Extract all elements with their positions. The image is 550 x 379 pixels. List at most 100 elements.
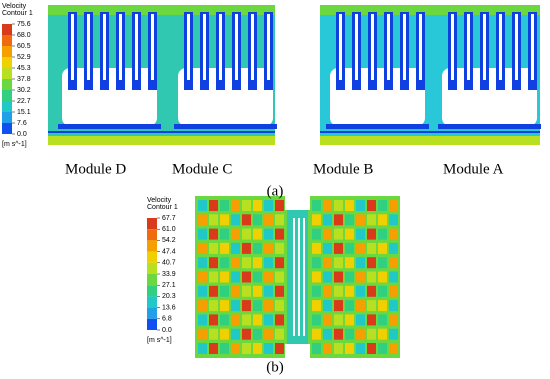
legend-title: Velocity [2, 3, 27, 10]
cell [323, 214, 332, 226]
fin-core [151, 14, 154, 80]
cell [389, 214, 398, 226]
neck [287, 210, 308, 344]
cell [209, 285, 218, 297]
cell [356, 257, 365, 269]
fin-core [387, 14, 390, 80]
cell [220, 343, 229, 354]
cell [198, 300, 207, 312]
cell [231, 343, 240, 354]
fin-core [339, 14, 342, 80]
cell [367, 314, 376, 326]
cell [275, 228, 284, 240]
cell [242, 228, 251, 240]
cell [220, 285, 229, 297]
cell [356, 214, 365, 226]
color-swatch [2, 57, 12, 68]
contour-images [48, 5, 541, 358]
slot [303, 218, 305, 336]
cell [367, 242, 376, 254]
cell [231, 200, 240, 211]
color-swatch [147, 251, 157, 263]
legend-title: Contour 1 [2, 10, 33, 17]
fin-core [515, 14, 518, 80]
legend-tick-label: 33.9 [162, 271, 176, 278]
cell [312, 271, 321, 283]
cell [378, 257, 387, 269]
cell [220, 271, 229, 283]
fin-core [203, 14, 206, 80]
cell [275, 328, 284, 340]
contour-band [320, 136, 540, 145]
cell [389, 271, 398, 283]
color-swatch [147, 296, 157, 308]
cell [378, 314, 387, 326]
cell [323, 257, 332, 269]
color-swatch [147, 285, 157, 297]
legend-tick-label: 15.1 [17, 109, 31, 116]
cell [389, 200, 398, 211]
cell [323, 328, 332, 340]
cell [242, 328, 251, 340]
cell [345, 214, 354, 226]
cell [367, 228, 376, 240]
slot [293, 218, 295, 336]
contour-band [48, 5, 275, 15]
cell [264, 271, 273, 283]
cell [253, 314, 262, 326]
cell [220, 257, 229, 269]
cell [323, 242, 332, 254]
fin-core [87, 14, 90, 80]
cell [389, 228, 398, 240]
cell [220, 314, 229, 326]
cell [264, 242, 273, 254]
cell [231, 228, 240, 240]
color-swatch [147, 307, 157, 319]
cell [198, 214, 207, 226]
color-swatch [147, 262, 157, 274]
legend-tick-label: 68.0 [17, 32, 31, 39]
cell [323, 271, 332, 283]
fin-core [135, 14, 138, 80]
cell [334, 200, 343, 211]
cell [389, 285, 398, 297]
cell [378, 328, 387, 340]
cell [253, 271, 262, 283]
cell [264, 314, 273, 326]
cell [334, 257, 343, 269]
cell [389, 300, 398, 312]
legend-unit: [m s^-1] [2, 141, 27, 148]
fin-core [187, 14, 190, 80]
fin-core [499, 14, 502, 80]
gap [285, 344, 310, 358]
cell [389, 328, 398, 340]
cell [312, 214, 321, 226]
cell [378, 214, 387, 226]
cell [242, 271, 251, 283]
cell [198, 285, 207, 297]
cell [367, 200, 376, 211]
legend-tick-label: 52.9 [17, 54, 31, 61]
cell [275, 257, 284, 269]
cell [242, 242, 251, 254]
cell [356, 343, 365, 354]
cell [356, 200, 365, 211]
cell [231, 328, 240, 340]
cell [323, 314, 332, 326]
cell [323, 300, 332, 312]
cell [209, 314, 218, 326]
cell [378, 300, 387, 312]
cell [220, 242, 229, 254]
cell [378, 271, 387, 283]
cell [275, 271, 284, 283]
cell [345, 200, 354, 211]
cell [242, 257, 251, 269]
cell [334, 242, 343, 254]
cell [231, 314, 240, 326]
cell [345, 285, 354, 297]
fin-core [251, 14, 254, 80]
color-swatch [2, 68, 12, 79]
color-swatch [2, 90, 12, 101]
